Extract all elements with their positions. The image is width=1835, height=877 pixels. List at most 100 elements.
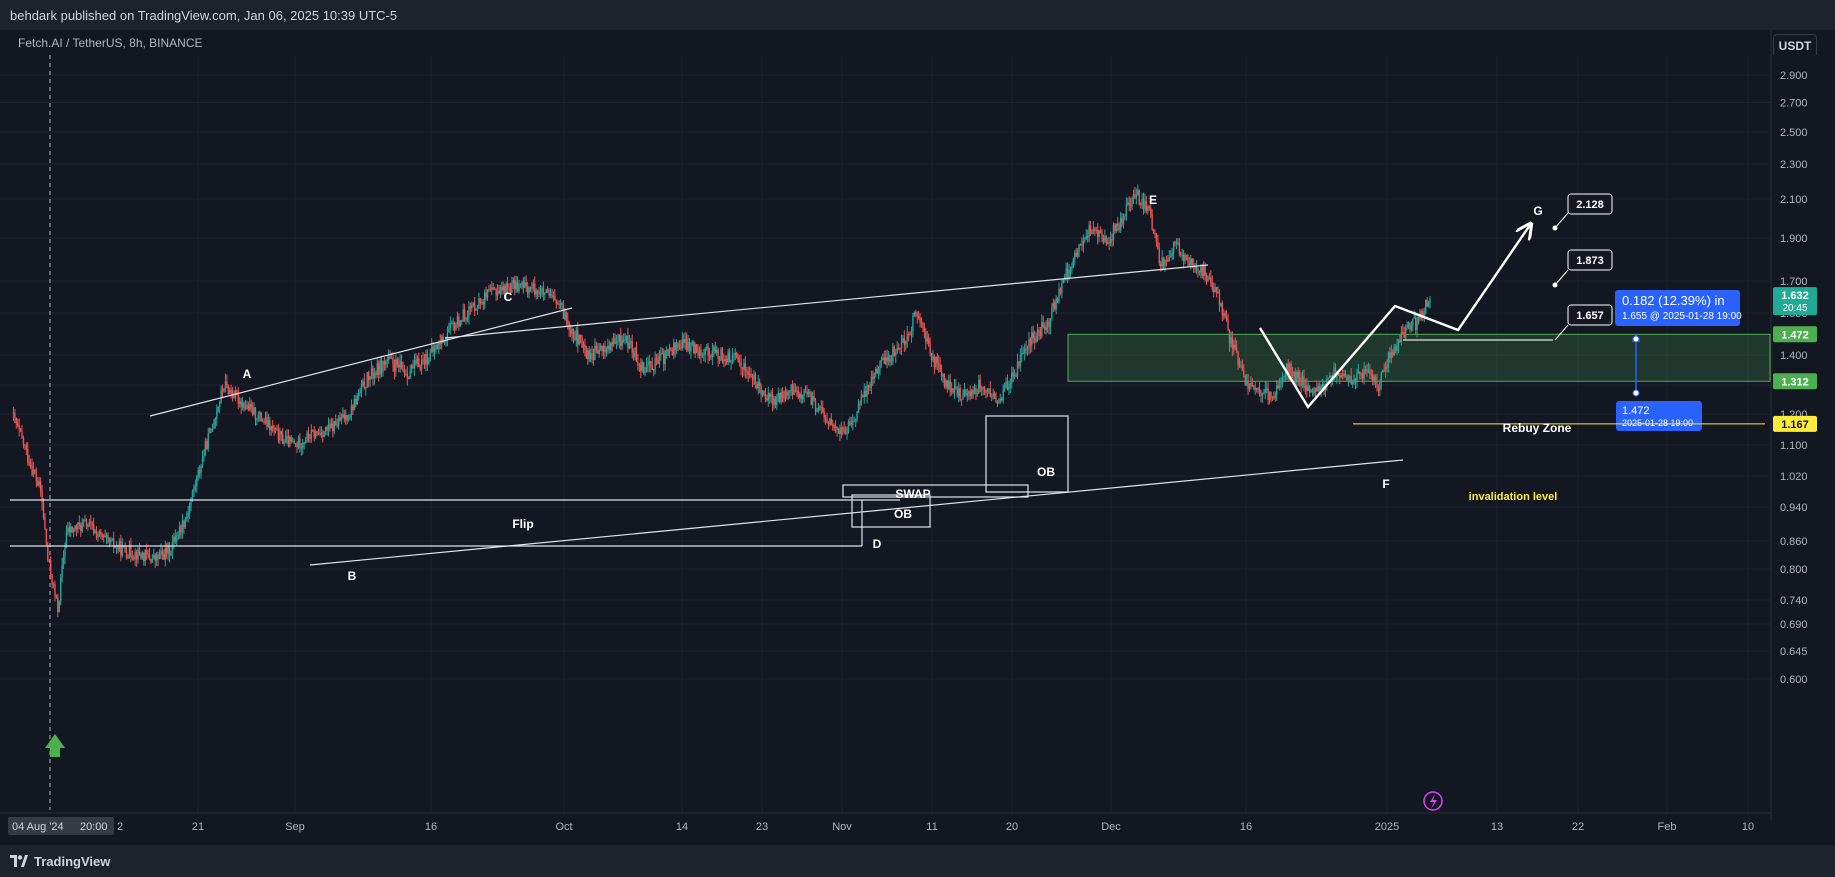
candle-body: [724, 358, 726, 362]
candle-body: [491, 287, 493, 290]
candle-body: [731, 355, 734, 361]
candle-body: [1061, 283, 1063, 293]
candle-body: [191, 491, 194, 500]
candle-body: [1028, 339, 1030, 348]
candle-body: [312, 429, 314, 432]
candle-body: [223, 388, 225, 392]
candle-body: [970, 390, 973, 397]
candle-body: [216, 410, 218, 419]
candle-body: [1426, 299, 1428, 307]
candle-body: [340, 417, 343, 421]
candle-body: [379, 360, 381, 375]
candle-body: [726, 358, 728, 363]
candle-body: [389, 356, 391, 359]
candle-body: [422, 359, 424, 361]
candle-body: [1306, 385, 1308, 391]
price-tick-0.860: 0.860: [1780, 536, 1808, 548]
candle-body: [1009, 383, 1012, 388]
candle-body: [440, 336, 443, 345]
candle-body: [81, 522, 83, 532]
candle-body: [535, 290, 537, 295]
candle-body: [945, 380, 947, 387]
candle-body: [1119, 218, 1122, 230]
tradingview-logo-icon[interactable]: [10, 855, 28, 867]
price-chart[interactable]: 2.128 1.873 1.657 0.182 (12.39%) in 1.65…: [0, 30, 1835, 845]
candle-body: [780, 392, 782, 402]
candle-body: [155, 554, 158, 561]
candle-body: [451, 323, 453, 325]
annotation-labels: A B C D E F G Flip SWAP OB OB Rebuy Zone: [243, 193, 1572, 583]
candle-body: [19, 429, 22, 432]
candle-body: [663, 353, 665, 365]
candle-body: [1025, 348, 1027, 350]
candle-body: [829, 418, 831, 425]
candle-body: [1383, 370, 1385, 372]
projection-path: [1258, 225, 1530, 410]
time-tick-10: 16: [1240, 821, 1252, 833]
candle-body: [137, 548, 139, 560]
candle-body: [72, 528, 75, 532]
candle-body: [1390, 352, 1393, 359]
candle-body: [111, 538, 113, 540]
candle-body: [282, 434, 284, 444]
candle-body: [352, 405, 354, 411]
candle-body: [1399, 339, 1401, 343]
candle-body: [1086, 235, 1089, 238]
candle-body: [1359, 371, 1361, 374]
candle-body: [685, 338, 688, 351]
price-tick-1.400: 1.400: [1780, 350, 1808, 362]
tradingview-brand[interactable]: TradingView: [34, 853, 111, 869]
candle-body: [1307, 386, 1309, 391]
candle-body: [814, 400, 817, 411]
candle-body: [559, 303, 562, 306]
callout-1873-dot: [1552, 282, 1558, 288]
price-axis-panel[interactable]: [1771, 55, 1835, 845]
candle-body: [584, 344, 586, 350]
candle-body: [844, 432, 847, 435]
candle-body: [90, 521, 92, 524]
candle-body: [1112, 225, 1115, 240]
candle-body: [1367, 370, 1370, 372]
trendlines: [10, 264, 1553, 566]
candle-body: [827, 422, 830, 425]
candle-body: [1058, 289, 1060, 302]
lightning-icon[interactable]: [1423, 791, 1443, 811]
candle-body: [995, 397, 997, 403]
candle-body: [607, 345, 609, 350]
candle-body: [1298, 377, 1301, 380]
candle-body: [410, 365, 413, 372]
candle-body: [1333, 367, 1335, 376]
candle-body: [1255, 388, 1258, 390]
candle-body: [84, 519, 86, 521]
candle-body: [806, 392, 808, 395]
candle-body: [1389, 352, 1391, 359]
candle-body: [1076, 251, 1079, 257]
candle-body: [1114, 225, 1116, 231]
candle-body: [793, 390, 795, 395]
candle-body: [1403, 332, 1405, 338]
candle-body: [82, 520, 85, 523]
candle-body: [718, 358, 721, 361]
candle-body: [304, 440, 307, 443]
candle-body: [386, 359, 388, 362]
candle-body: [1042, 322, 1044, 327]
candle-body: [17, 423, 19, 426]
candle-body: [544, 292, 546, 295]
candle-body: [214, 418, 217, 424]
candle-body: [502, 285, 504, 291]
candle-body: [1099, 230, 1102, 234]
candle-body: [985, 389, 987, 393]
candle-body: [157, 554, 159, 559]
chart-area[interactable]: Fetch.AI / TetherUS, 8h, BINANCE USDT: [0, 30, 1835, 845]
candle-body: [253, 407, 255, 415]
candle-body: [640, 365, 642, 372]
candle-body: [322, 435, 324, 437]
candle-body: [862, 395, 864, 397]
candle-body: [518, 285, 520, 292]
wave-label-e: E: [1149, 193, 1157, 207]
candle-body: [32, 469, 35, 475]
candle-body: [170, 551, 172, 556]
candle-body: [880, 359, 883, 362]
candle-body: [14, 412, 16, 418]
candle-body: [1356, 372, 1358, 383]
